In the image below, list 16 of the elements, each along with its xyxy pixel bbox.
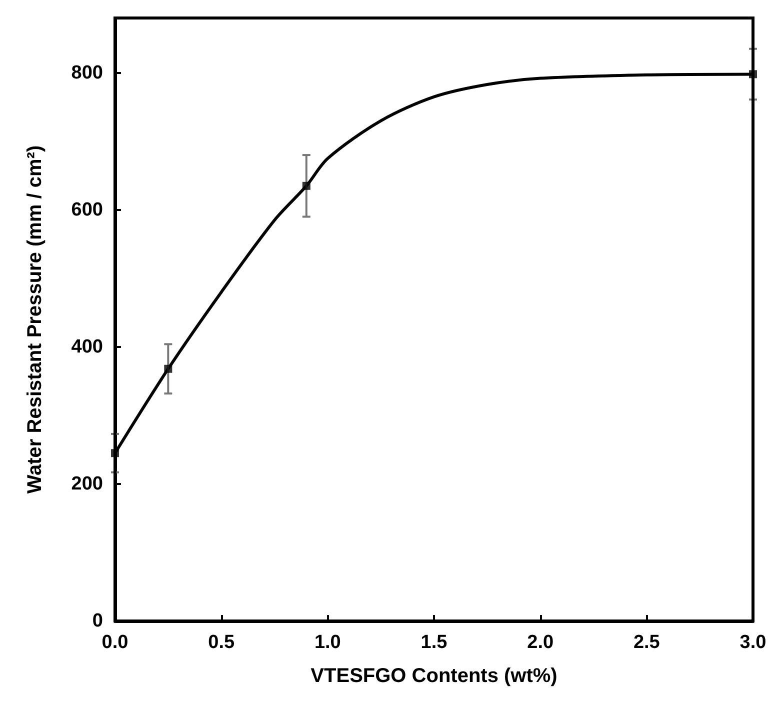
x-tick-label: 1.5 bbox=[420, 632, 448, 653]
y-tick-label: 600 bbox=[71, 199, 103, 220]
y-tick-label: 400 bbox=[71, 336, 103, 358]
point bbox=[302, 182, 310, 190]
x-tick-label: 0.5 bbox=[208, 632, 235, 653]
y-axis-title: Water Resistant Pressure (mm / cm²) bbox=[24, 145, 46, 494]
y-tick-label: 800 bbox=[71, 62, 103, 84]
x-axis-title: VTESFGO Contents (wt%) bbox=[310, 665, 558, 687]
x-tick-label: 3.0 bbox=[740, 632, 766, 653]
x-tick-label: 2.0 bbox=[527, 632, 554, 653]
point bbox=[164, 364, 172, 373]
x-tick-label: 1.0 bbox=[314, 632, 341, 653]
x-tick-label: 0.0 bbox=[102, 632, 128, 653]
y-tick-label: 200 bbox=[71, 473, 103, 494]
x-tick-label: 2.5 bbox=[633, 632, 660, 653]
y-tick-label: 0 bbox=[92, 610, 103, 632]
